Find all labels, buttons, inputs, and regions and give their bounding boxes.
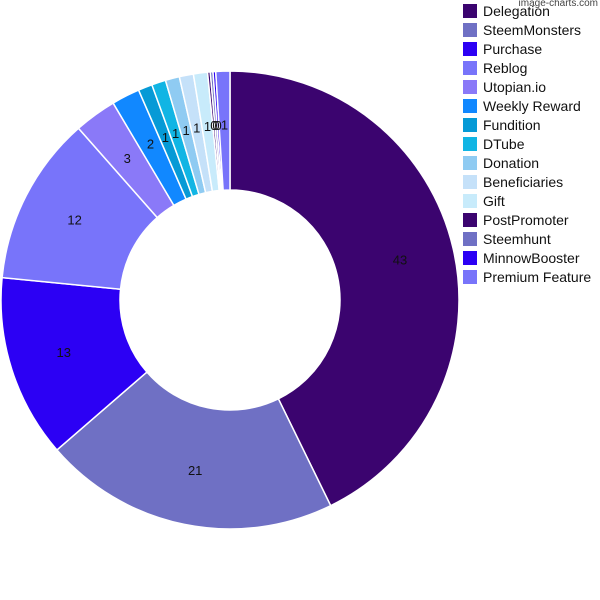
legend-item-label: Fundition (483, 117, 541, 133)
slice-label: 1 (162, 130, 169, 145)
slice-label: 1 (172, 126, 179, 141)
legend-item-label: Utopian.io (483, 79, 546, 95)
legend-item-label: PostPromoter (483, 212, 569, 228)
legend-item-label: MinnowBooster (483, 250, 580, 266)
legend-swatch (463, 137, 477, 151)
legend-item-label: Purchase (483, 41, 542, 57)
slice-label: 2 (147, 137, 154, 152)
slice-steemmonsters[interactable] (55, 370, 332, 530)
legend-swatch (463, 61, 477, 75)
slice-delegation[interactable] (229, 70, 460, 507)
legend-swatch (463, 4, 477, 18)
legend-item-label: Reblog (483, 60, 527, 76)
legend-item-label: Premium Feature (483, 269, 591, 285)
slice-label: 0 (210, 118, 217, 133)
slice-label: 1 (204, 119, 211, 134)
legend-swatch (463, 42, 477, 56)
slice-label: 12 (67, 213, 81, 228)
legend-swatch (463, 23, 477, 37)
legend-item-label: Donation (483, 155, 539, 171)
slice-label: 0 (214, 118, 221, 133)
slice-label: 0 (212, 118, 219, 133)
legend-swatch (463, 80, 477, 94)
legend-swatch (463, 232, 477, 246)
slice-label: 21 (188, 463, 202, 478)
legend-swatch (463, 194, 477, 208)
legend-swatch (463, 213, 477, 227)
legend-swatch (463, 156, 477, 170)
slice-premium-feature[interactable] (214, 70, 231, 192)
slice-label: 1 (221, 118, 228, 133)
legend-swatch (463, 118, 477, 132)
legend: Delegation SteemMonsters Purchase Reblog Uto… (463, 3, 591, 285)
slice-label: 3 (124, 151, 131, 166)
legend-item-label: DTube (483, 136, 525, 152)
slice-label: 1 (182, 123, 189, 138)
legend-item-label: Beneficiaries (483, 174, 563, 190)
donut-slices (0, 70, 460, 530)
legend-item-label: Gift (483, 193, 505, 209)
legend-swatch (463, 251, 477, 265)
legend-swatch (463, 99, 477, 113)
legend-item-label: Weekly Reward (483, 98, 581, 114)
legend-item-label: Steemhunt (483, 231, 551, 247)
watermark-text: image-charts.com (518, 0, 598, 9)
legend-swatch (463, 270, 477, 284)
slice-label: 43 (393, 253, 407, 268)
slice-label: 13 (56, 345, 70, 360)
legend-item-label: Delegation (483, 3, 550, 19)
slice-label: 1 (193, 121, 200, 136)
legend-swatch (463, 175, 477, 189)
legend-item-label: SteemMonsters (483, 22, 581, 38)
